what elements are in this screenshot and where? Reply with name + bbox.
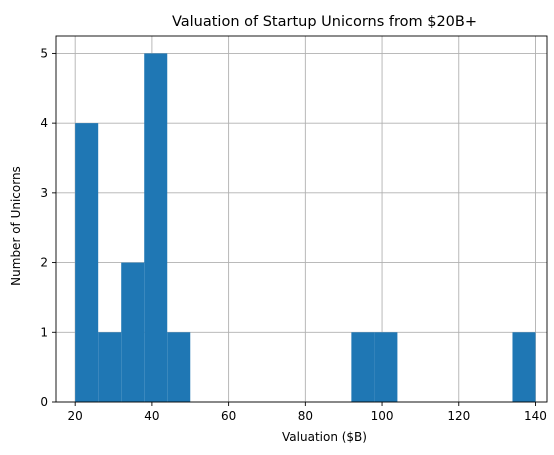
histogram-bar <box>121 262 145 402</box>
x-axis-label: Valuation ($B) <box>282 430 367 444</box>
x-tick-label: 120 <box>447 409 470 423</box>
x-tick-label: 100 <box>371 409 394 423</box>
x-tick-label: 40 <box>144 409 159 423</box>
histogram-bar <box>98 332 122 402</box>
y-axis-label: Number of Unicorns <box>9 166 23 286</box>
histogram-bar <box>512 332 536 402</box>
histogram-bar <box>351 332 375 402</box>
x-tick-label: 20 <box>68 409 83 423</box>
histogram-bar <box>374 332 398 402</box>
y-tick-label: 0 <box>40 395 48 409</box>
y-tick-label: 4 <box>40 116 48 130</box>
x-tick-label: 140 <box>524 409 547 423</box>
y-tick-label: 2 <box>40 256 48 270</box>
x-tick-label: 80 <box>298 409 313 423</box>
bar-layer <box>75 53 536 403</box>
histogram-bar <box>167 332 191 402</box>
axes-frame <box>55 35 548 403</box>
y-tick-label: 1 <box>40 325 48 339</box>
grid-layer <box>56 36 547 403</box>
chart-title: Valuation of Startup Unicorns from $20B+ <box>172 14 477 30</box>
axes-layer: 20 40 60 80 100 120 140 0 1 2 3 4 5 <box>40 35 548 423</box>
histogram-bar <box>144 53 168 403</box>
x-tick-label: 60 <box>221 409 236 423</box>
y-tick-label: 5 <box>40 46 48 60</box>
histogram-bar <box>75 123 99 403</box>
y-tick-label: 3 <box>40 186 48 200</box>
